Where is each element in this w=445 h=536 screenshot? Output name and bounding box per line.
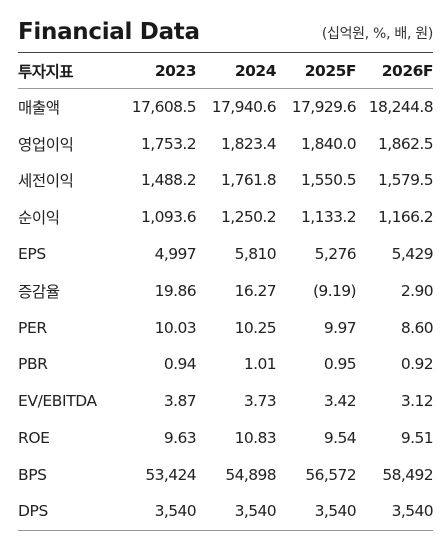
table-row: EV/EBITDA 3.87 3.73 3.42 3.12 <box>18 383 434 420</box>
row-label: 세전이익 <box>18 172 74 191</box>
table-cell: 54,898 <box>225 465 276 484</box>
table-cell: 5,276 <box>314 245 357 264</box>
row-label: BPS <box>18 465 47 484</box>
table-cell: 18,244.8 <box>368 98 434 117</box>
table-cell: 1,093.6 <box>141 208 197 227</box>
table-cell: 0.92 <box>400 355 434 374</box>
table-row: 증감율 19.86 16.27 (9.19) 2.90 <box>18 272 434 309</box>
column-header: 투자지표 <box>18 52 118 89</box>
table-cell: 4,997 <box>154 245 197 264</box>
row-label: EV/EBITDA <box>18 392 97 411</box>
table-cell: 3.12 <box>400 392 434 411</box>
table-cell: 10.83 <box>234 429 277 448</box>
row-label: 영업이익 <box>18 135 74 154</box>
table-row: 순이익 1,093.6 1,250.2 1,133.2 1,166.2 <box>18 199 434 236</box>
table-cell: 10.25 <box>234 318 277 337</box>
table-cell: 1,579.5 <box>378 171 434 190</box>
table-row: 세전이익 1,488.2 1,761.8 1,550.5 1,579.5 <box>18 162 434 199</box>
table-cell: 3,540 <box>118 493 197 531</box>
table-cell: 0.95 <box>323 355 357 374</box>
row-label: 매출액 <box>18 99 60 118</box>
financial-table: 투자지표 2023 2024 2025F 2026F 매출액 17,608.5 … <box>18 52 434 531</box>
table-cell: 1,488.2 <box>141 171 197 190</box>
table-cell: 17,940.6 <box>211 98 277 117</box>
table-cell: 53,424 <box>145 465 196 484</box>
table-row: ROE 9.63 10.83 9.54 9.51 <box>18 420 434 457</box>
table-cell: 3,540 <box>356 493 434 531</box>
units-note: (십억원, %, 배, 원) <box>321 26 433 42</box>
table-cell: 1,166.2 <box>378 208 434 227</box>
table-cell: 1,133.2 <box>301 208 357 227</box>
table-cell: 2.90 <box>400 281 434 300</box>
column-header: 2023 <box>118 52 197 89</box>
table-cell: 17,929.6 <box>291 98 357 117</box>
page-title: Financial Data <box>18 19 200 45</box>
table-cell: 9.97 <box>323 318 357 337</box>
table-cell: 1.01 <box>243 355 277 374</box>
table-cell: 8.60 <box>400 318 434 337</box>
table-cell: 3,540 <box>276 493 357 531</box>
table-cell: 1,550.5 <box>301 171 357 190</box>
table-cell: 1,250.2 <box>221 208 277 227</box>
table-cell: 1,753.2 <box>141 134 197 153</box>
table-row: 영업이익 1,753.2 1,823.4 1,840.0 1,862.5 <box>18 125 434 162</box>
row-label: PBR <box>18 355 48 374</box>
row-label: EPS <box>18 245 46 264</box>
row-label: 순이익 <box>18 209 60 228</box>
table-cell: 1,823.4 <box>221 134 277 153</box>
table-cell: 9.54 <box>323 429 357 448</box>
table-cell: 5,810 <box>234 245 277 264</box>
row-label: PER <box>18 318 47 337</box>
column-header: 2025F <box>276 52 357 89</box>
table-cell: 16.27 <box>234 281 277 300</box>
title-row: Financial Data (십억원, %, 배, 원) <box>18 12 433 48</box>
table-cell: 9.63 <box>163 429 197 448</box>
row-label: ROE <box>18 429 50 448</box>
table-cell: 3.87 <box>163 392 197 411</box>
table-row: BPS 53,424 54,898 56,572 58,492 <box>18 456 434 493</box>
table-cell: 17,608.5 <box>131 98 197 117</box>
table-cell: 1,761.8 <box>221 171 277 190</box>
table-cell: 19.86 <box>154 281 197 300</box>
table-cell: 1,840.0 <box>301 134 357 153</box>
table-row: PER 10.03 10.25 9.97 8.60 <box>18 309 434 346</box>
table-cell: 3.42 <box>323 392 357 411</box>
table-cell: 1,862.5 <box>378 134 434 153</box>
table-row: EPS 4,997 5,810 5,276 5,429 <box>18 236 434 273</box>
table-row: DPS 3,540 3,540 3,540 3,540 <box>18 493 434 531</box>
table-cell: 3,540 <box>196 493 277 531</box>
table-cell: 10.03 <box>154 318 197 337</box>
column-header: 2026F <box>356 52 434 89</box>
table-cell: 9.51 <box>400 429 434 448</box>
table-row: PBR 0.94 1.01 0.95 0.92 <box>18 346 434 383</box>
table-cell: 5,429 <box>391 245 434 264</box>
table-cell: 3.73 <box>243 392 277 411</box>
column-header: 2024 <box>196 52 277 89</box>
table-cell: 58,492 <box>382 465 433 484</box>
table-cell: (9.19) <box>312 281 357 300</box>
table-cell: 56,572 <box>305 465 356 484</box>
table-cell: 0.94 <box>163 355 197 374</box>
table-header-row: 투자지표 2023 2024 2025F 2026F <box>18 52 434 89</box>
table-row: 매출액 17,608.5 17,940.6 17,929.6 18,244.8 <box>18 89 434 126</box>
row-label: 증감율 <box>18 282 60 301</box>
row-label: DPS <box>18 493 118 531</box>
